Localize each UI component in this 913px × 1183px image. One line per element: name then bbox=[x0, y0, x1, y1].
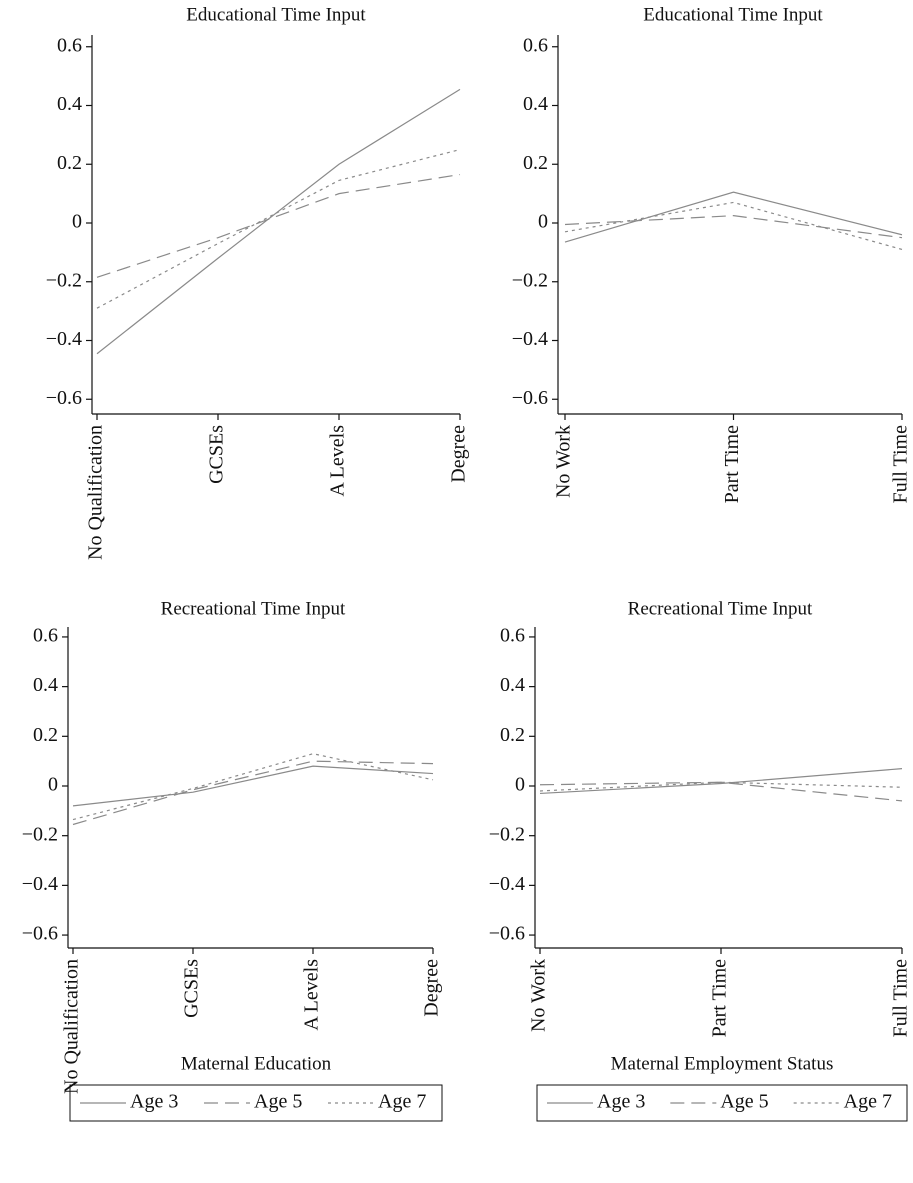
y-tick-label: 0.2 bbox=[57, 152, 82, 174]
y-tick-label: 0 bbox=[48, 774, 58, 796]
series-line bbox=[72, 765, 434, 807]
series-line bbox=[96, 88, 461, 355]
x-tick-label: A Levels bbox=[327, 425, 349, 497]
x-tick-label: GCSEs bbox=[181, 959, 203, 1018]
x-tick-label: Degree bbox=[421, 959, 443, 1017]
x-tick-label: Part Time bbox=[709, 959, 731, 1037]
x-tick-label: No Qualification bbox=[85, 425, 107, 560]
y-tick-label: 0 bbox=[515, 774, 525, 796]
y-tick-label: −0.2 bbox=[489, 823, 525, 845]
x-tick-label: No Work bbox=[528, 959, 550, 1032]
x-tick-label: No Qualification bbox=[61, 959, 83, 1094]
x-tick-label: GCSEs bbox=[206, 425, 228, 484]
y-tick-label: −0.6 bbox=[489, 923, 525, 945]
y-tick-label: 0 bbox=[538, 211, 548, 233]
series-line bbox=[564, 215, 903, 239]
x-tick-label: Full Time bbox=[890, 425, 912, 504]
y-tick-label: 0 bbox=[72, 211, 82, 233]
y-tick-label: 0.6 bbox=[57, 34, 82, 56]
legend-box bbox=[69, 1084, 443, 1122]
y-tick-label: 0.6 bbox=[500, 625, 525, 647]
y-tick-label: −0.4 bbox=[22, 873, 58, 895]
y-tick-label: −0.2 bbox=[22, 823, 58, 845]
y-tick-label: −0.6 bbox=[22, 923, 58, 945]
y-tick-label: 0.4 bbox=[57, 93, 82, 115]
x-axis-title: Maternal Education bbox=[181, 1053, 332, 1074]
y-tick-label: 0.2 bbox=[33, 724, 58, 746]
legend-label: Age 3 bbox=[597, 1091, 645, 1113]
y-tick-label: −0.6 bbox=[512, 387, 548, 409]
x-tick-label: Full Time bbox=[890, 959, 912, 1038]
series-line bbox=[564, 201, 903, 251]
x-axis-title: Maternal Employment Status bbox=[611, 1053, 834, 1074]
legend-label: Age 5 bbox=[720, 1091, 768, 1113]
x-tick-label: Degree bbox=[448, 425, 470, 483]
y-tick-label: 0.6 bbox=[33, 625, 58, 647]
legend-box bbox=[536, 1084, 908, 1122]
y-tick-label: −0.2 bbox=[512, 269, 548, 291]
x-tick-label: Part Time bbox=[721, 425, 743, 503]
panel-title: Educational Time Input bbox=[643, 4, 823, 25]
x-tick-label: No Work bbox=[553, 425, 575, 498]
y-tick-label: −0.4 bbox=[512, 328, 548, 350]
y-tick-label: 0.6 bbox=[523, 34, 548, 56]
series-line bbox=[539, 781, 903, 792]
y-tick-label: −0.6 bbox=[46, 387, 82, 409]
y-tick-label: 0.4 bbox=[523, 93, 548, 115]
series-line bbox=[539, 781, 903, 802]
panel-title: Recreational Time Input bbox=[628, 598, 813, 619]
y-tick-label: −0.2 bbox=[46, 269, 82, 291]
panel-title: Recreational Time Input bbox=[161, 598, 346, 619]
y-tick-label: 0.2 bbox=[500, 724, 525, 746]
series-line bbox=[539, 768, 903, 795]
y-tick-label: 0.4 bbox=[500, 674, 525, 696]
y-tick-label: −0.4 bbox=[46, 328, 82, 350]
series-line bbox=[72, 753, 434, 821]
y-tick-label: −0.4 bbox=[489, 873, 525, 895]
legend-label: Age 5 bbox=[254, 1091, 302, 1113]
x-tick-label: A Levels bbox=[301, 959, 323, 1031]
series-line bbox=[96, 173, 461, 278]
panel-title: Educational Time Input bbox=[186, 4, 366, 25]
y-tick-label: 0.2 bbox=[523, 152, 548, 174]
series-line bbox=[564, 191, 903, 243]
y-tick-label: 0.4 bbox=[33, 674, 58, 696]
legend-label: Age 7 bbox=[844, 1091, 892, 1113]
legend-label: Age 7 bbox=[378, 1091, 426, 1113]
legend-label: Age 3 bbox=[130, 1091, 178, 1113]
series-line bbox=[96, 148, 461, 309]
